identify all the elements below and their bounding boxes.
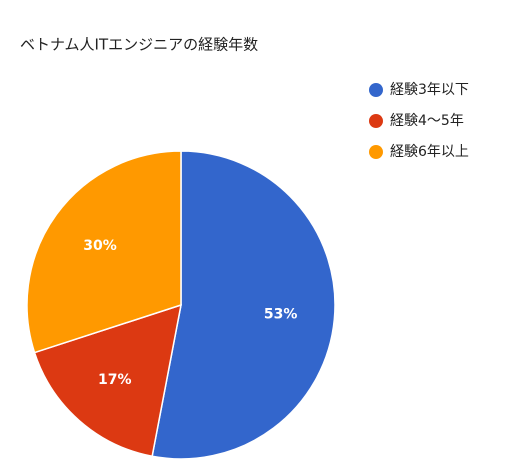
- pie-slice: [26, 150, 182, 354]
- slice-label: 53%: [264, 306, 298, 322]
- legend-label: 経験6年以上: [390, 144, 469, 160]
- legend-label: 経験4～5年: [390, 113, 464, 129]
- chart-title: ベトナム人ITエンジニアの経験年数: [20, 36, 258, 54]
- slice-label: 30%: [83, 238, 117, 254]
- legend-label: 経験3年以下: [390, 82, 469, 98]
- legend-marker: [369, 145, 383, 159]
- legend-marker: [369, 83, 383, 97]
- legend-marker: [369, 114, 383, 128]
- pie-slice: [151, 150, 336, 460]
- pie-slice: [33, 303, 182, 458]
- slice-label: 17%: [98, 372, 132, 388]
